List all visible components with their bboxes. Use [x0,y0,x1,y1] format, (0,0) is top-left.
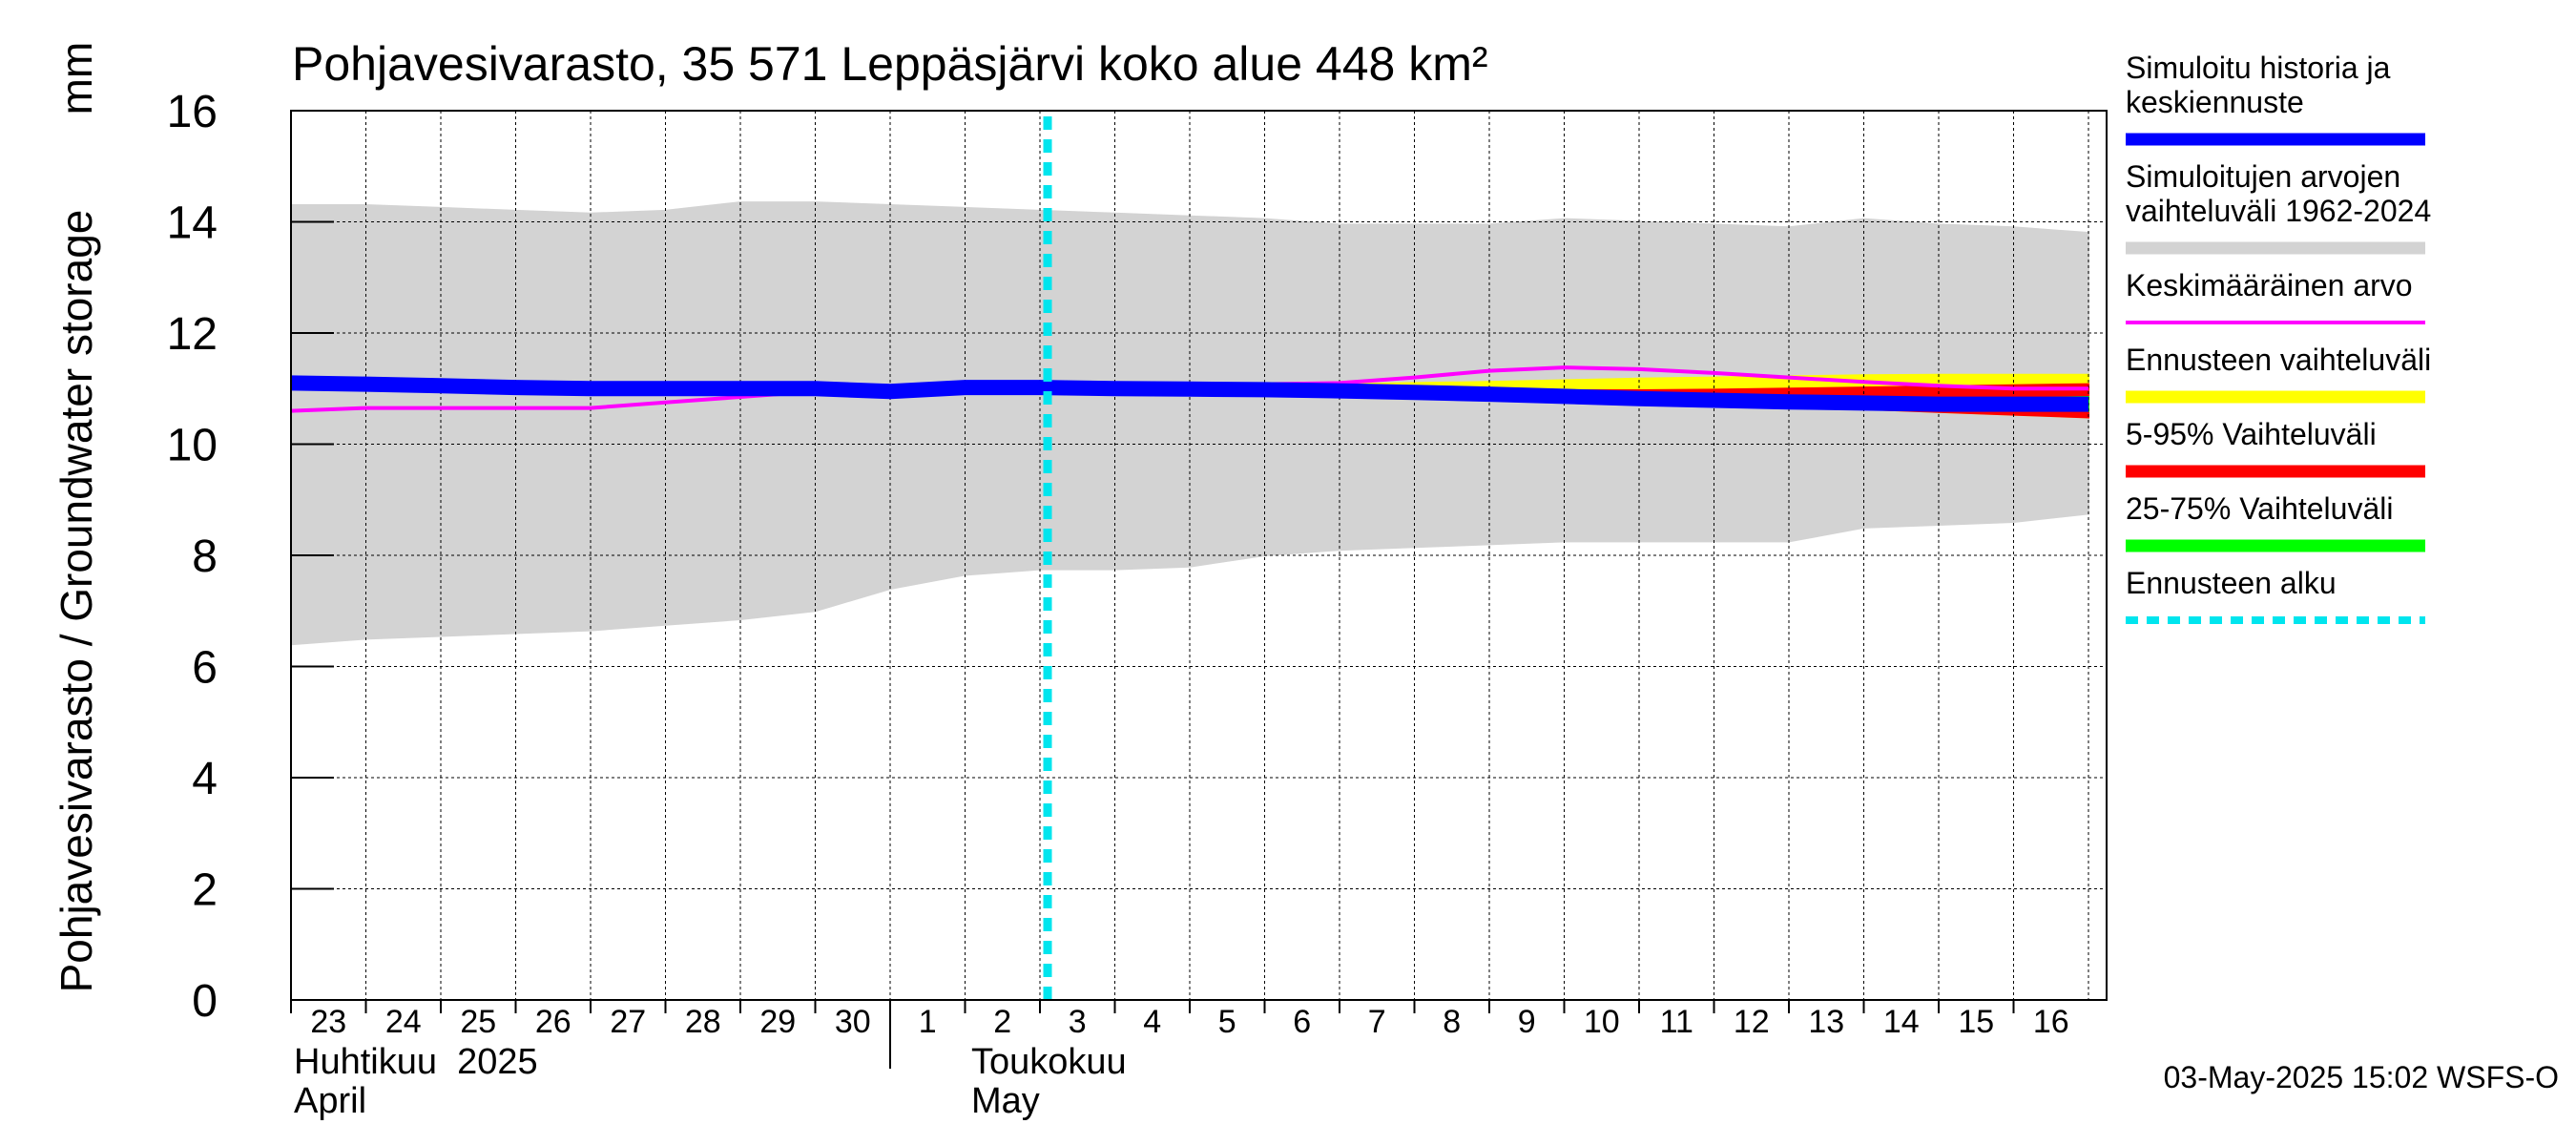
legend-label-25-75-vaihteluv-li: 25-75% Vaihteluväli [2126,491,2393,526]
x-tick-label: 26 [535,1004,571,1040]
x-tick-label: 23 [310,1004,346,1040]
x-tick-label: 12 [1734,1004,1770,1040]
month-label-april-fi: Huhtikuu 2025 [294,1042,538,1082]
x-tick-label: 28 [685,1004,721,1040]
y-tick-label: 16 [167,87,218,137]
x-tick-label: 15 [1958,1004,1994,1040]
x-tick-label: 24 [385,1004,422,1040]
y-tick-label: 2 [192,865,218,916]
legend-label-5-95-vaihteluv-li: 5-95% Vaihteluväli [2126,417,2377,451]
x-tick-label: 10 [1584,1004,1620,1040]
x-tick-label: 25 [460,1004,496,1040]
legend-label-keskim-r-inen-arvo: Keskimääräinen arvo [2126,268,2413,302]
x-tick-label: 5 [1218,1004,1236,1040]
x-axis: 23 24 25 26 27 28 29 30 1 2 3 4 5 6 7 8 9 10 11 12 13 14 15 16 [290,1000,2069,1069]
legend-label-simuloitu-historia-ja-keskiennuste: Simuloitu historia ja keskiennuste [2126,51,2391,119]
y-axis: 0 2 4 6 8 10 12 14 16 [167,87,334,1027]
footer-timestamp: 03-May-2025 15:02 WSFS-O [2164,1060,2559,1094]
y-axis-label: Pohjavesivarasto / Groundwater storage [52,210,101,993]
x-tick-label: 2 [993,1004,1011,1040]
x-tick-label: 1 [919,1004,937,1040]
x-tick-label: 9 [1518,1004,1536,1040]
legend: Simuloitu historia ja keskiennuste Simuloi… [2126,51,2431,624]
x-tick-label: 16 [2033,1004,2069,1040]
x-tick-label: 29 [759,1004,796,1040]
y-tick-label: 4 [192,754,218,804]
y-tick-label: 6 [192,643,218,694]
month-label-may-en: May [971,1081,1040,1121]
y-tick-label: 12 [167,309,218,360]
x-tick-label: 27 [610,1004,646,1040]
legend-label-ennusteen-vaihteluv-li: Ennusteen vaihteluväli [2126,343,2431,377]
x-tick-label: 13 [1808,1004,1844,1040]
x-tick-label: 3 [1069,1004,1087,1040]
y-tick-label: 0 [192,976,218,1027]
x-tick-label: 14 [1883,1004,1920,1040]
x-tick-label: 30 [835,1004,871,1040]
x-tick-label: 6 [1293,1004,1311,1040]
chart-title: Pohjavesivarasto, 35 571 Leppäsjärvi kok… [292,37,1488,91]
y-tick-label: 14 [167,198,218,249]
legend-label-ennusteen-alku: Ennusteen alku [2126,566,2337,600]
y-tick-label: 8 [192,531,218,582]
line-layer [291,365,2088,413]
band-simuloitujen-arvojen-vaihteluv-li-1962-2024 [291,201,2089,646]
band-layer [291,201,2089,646]
y-axis-unit: mm [52,42,101,115]
x-tick-label: 4 [1143,1004,1161,1040]
y-tick-label: 10 [167,421,218,471]
month-label-may-fi: Toukokuu [971,1042,1127,1082]
x-tick-label: 7 [1368,1004,1386,1040]
grid-layer [291,111,2107,1000]
series-simuloitu-historia-ja-keskiennuste [291,375,2088,412]
legend-label-simuloitujen-arvojen-vaihteluv-li-1962-2024: Simuloitujen arvojen vaihteluväli 1962-20… [2126,159,2431,228]
month-label-april-en: April [294,1081,366,1121]
x-tick-label: 8 [1443,1004,1461,1040]
x-tick-label: 11 [1660,1004,1693,1040]
